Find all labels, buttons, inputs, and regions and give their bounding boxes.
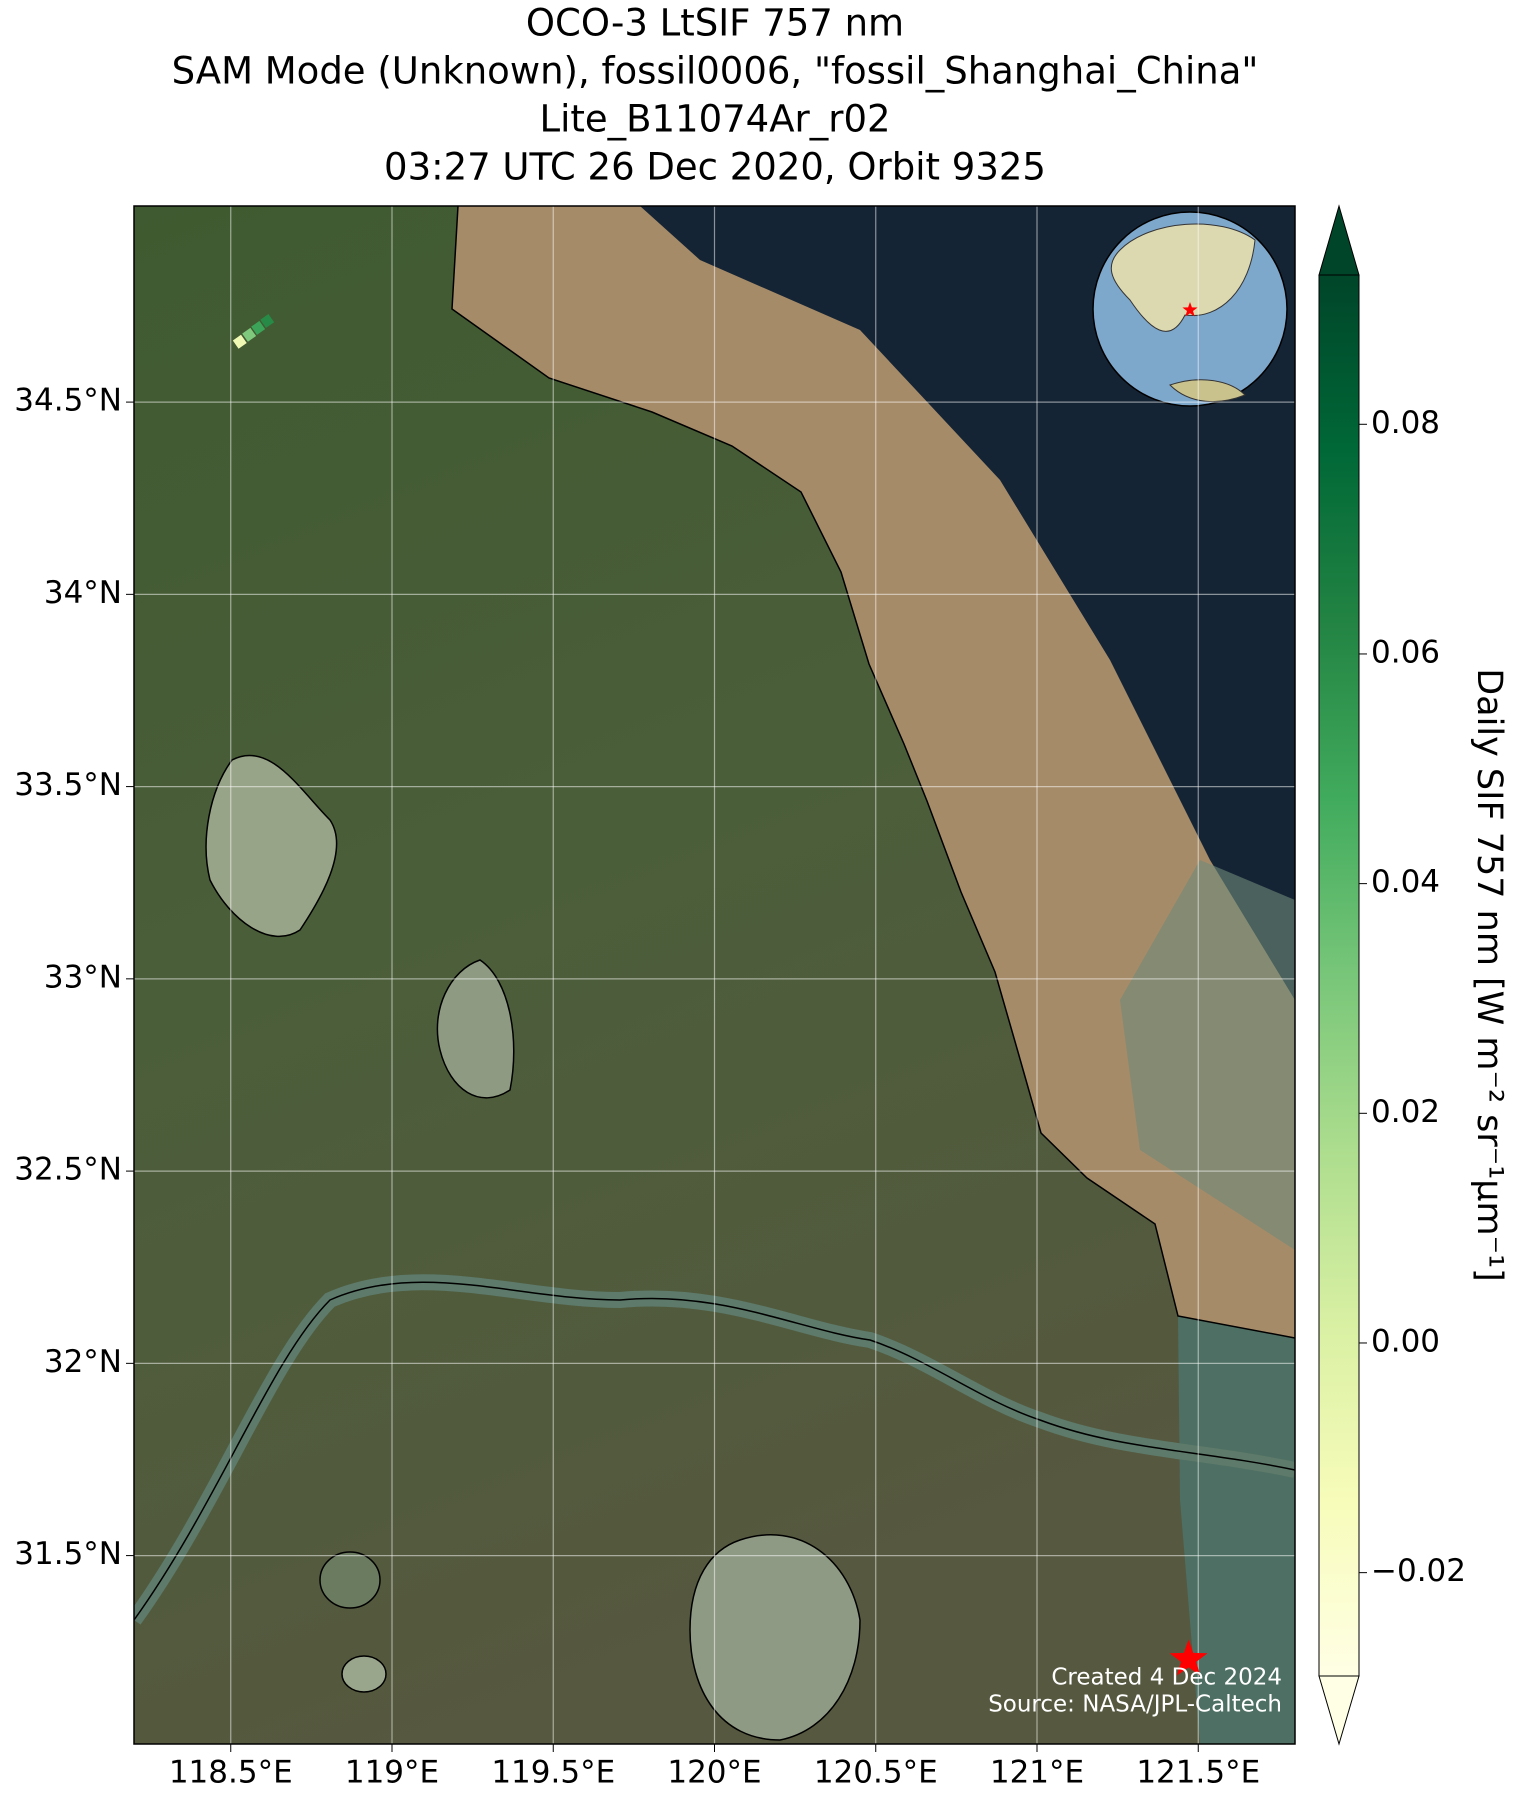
colorbar-tick-label: 0.02	[1371, 1094, 1440, 1130]
colorbar-tick-label: −0.02	[1371, 1553, 1466, 1589]
annotation: Created 4 Dec 2024	[1051, 1665, 1282, 1691]
colorbar-tick-label: 0.00	[1371, 1323, 1440, 1359]
sounding	[232, 334, 247, 349]
y-tick-label: 31.5°N	[14, 1536, 122, 1572]
colorbar-extend-max	[1318, 204, 1360, 276]
colorbar-tick-label: 0.04	[1371, 864, 1440, 900]
colorbar-extend-min	[1318, 1675, 1360, 1746]
y-tick-label: 33°N	[44, 959, 122, 995]
x-tick-label: 120.5°E	[814, 1755, 938, 1791]
y-tick-label: 32.5°N	[14, 1152, 122, 1188]
sounding	[242, 327, 257, 342]
colorbar-frame	[1318, 274, 1360, 1677]
y-tick-label: 33.5°N	[14, 767, 122, 803]
colorbar-gradient	[1319, 275, 1359, 1676]
x-tick-label: 119.5°E	[491, 1755, 615, 1791]
y-tick-label: 34.5°N	[14, 383, 122, 419]
y-tick-label: 34°N	[44, 575, 122, 611]
chart-title: OCO-3 LtSIF 757 nm	[526, 2, 904, 45]
colorbar-tick-label: 0.08	[1371, 405, 1440, 441]
title-block: OCO-3 LtSIF 757 nm SAM Mode (Unknown), fo…	[172, 2, 1259, 189]
chart-title: Lite_B11074Ar_r02	[539, 98, 890, 141]
colorbar: −0.02 0.00 0.02 0.04 0.06 0.08 Daily SIF 757 n…	[1318, 204, 1509, 1746]
chart-title: 03:27 UTC 26 Dec 2020, Orbit 9325	[384, 146, 1046, 189]
colorbar-tick-label: 0.06	[1371, 634, 1440, 670]
y-tick-label: 32°N	[44, 1344, 122, 1380]
x-tick-label: 121°E	[990, 1755, 1084, 1791]
annotation: Source: NASA/JPL-Caltech	[988, 1692, 1282, 1718]
grid	[134, 206, 1295, 1744]
colorbar-label: Daily SIF 757 nm [W m⁻² sr⁻¹µm⁻¹]	[1469, 668, 1509, 1282]
axes: 118.5°E 119°E 119.5°E 120°E 120.5°E 121°E 121.…	[14, 383, 1260, 1791]
x-tick-label: 121.5°E	[1136, 1755, 1260, 1791]
target-marker	[1169, 1639, 1208, 1676]
soundings	[232, 314, 275, 349]
map-frame	[133, 205, 1296, 1745]
x-tick-label: 119°E	[345, 1755, 439, 1791]
sounding	[260, 314, 275, 328]
chart-title: SAM Mode (Unknown), fossil0006, "fossil_…	[172, 50, 1259, 93]
x-tick-label: 120°E	[667, 1755, 761, 1791]
x-tick-label: 118.5°E	[169, 1755, 293, 1791]
sounding	[251, 320, 266, 335]
globe-target-marker	[1182, 302, 1198, 317]
